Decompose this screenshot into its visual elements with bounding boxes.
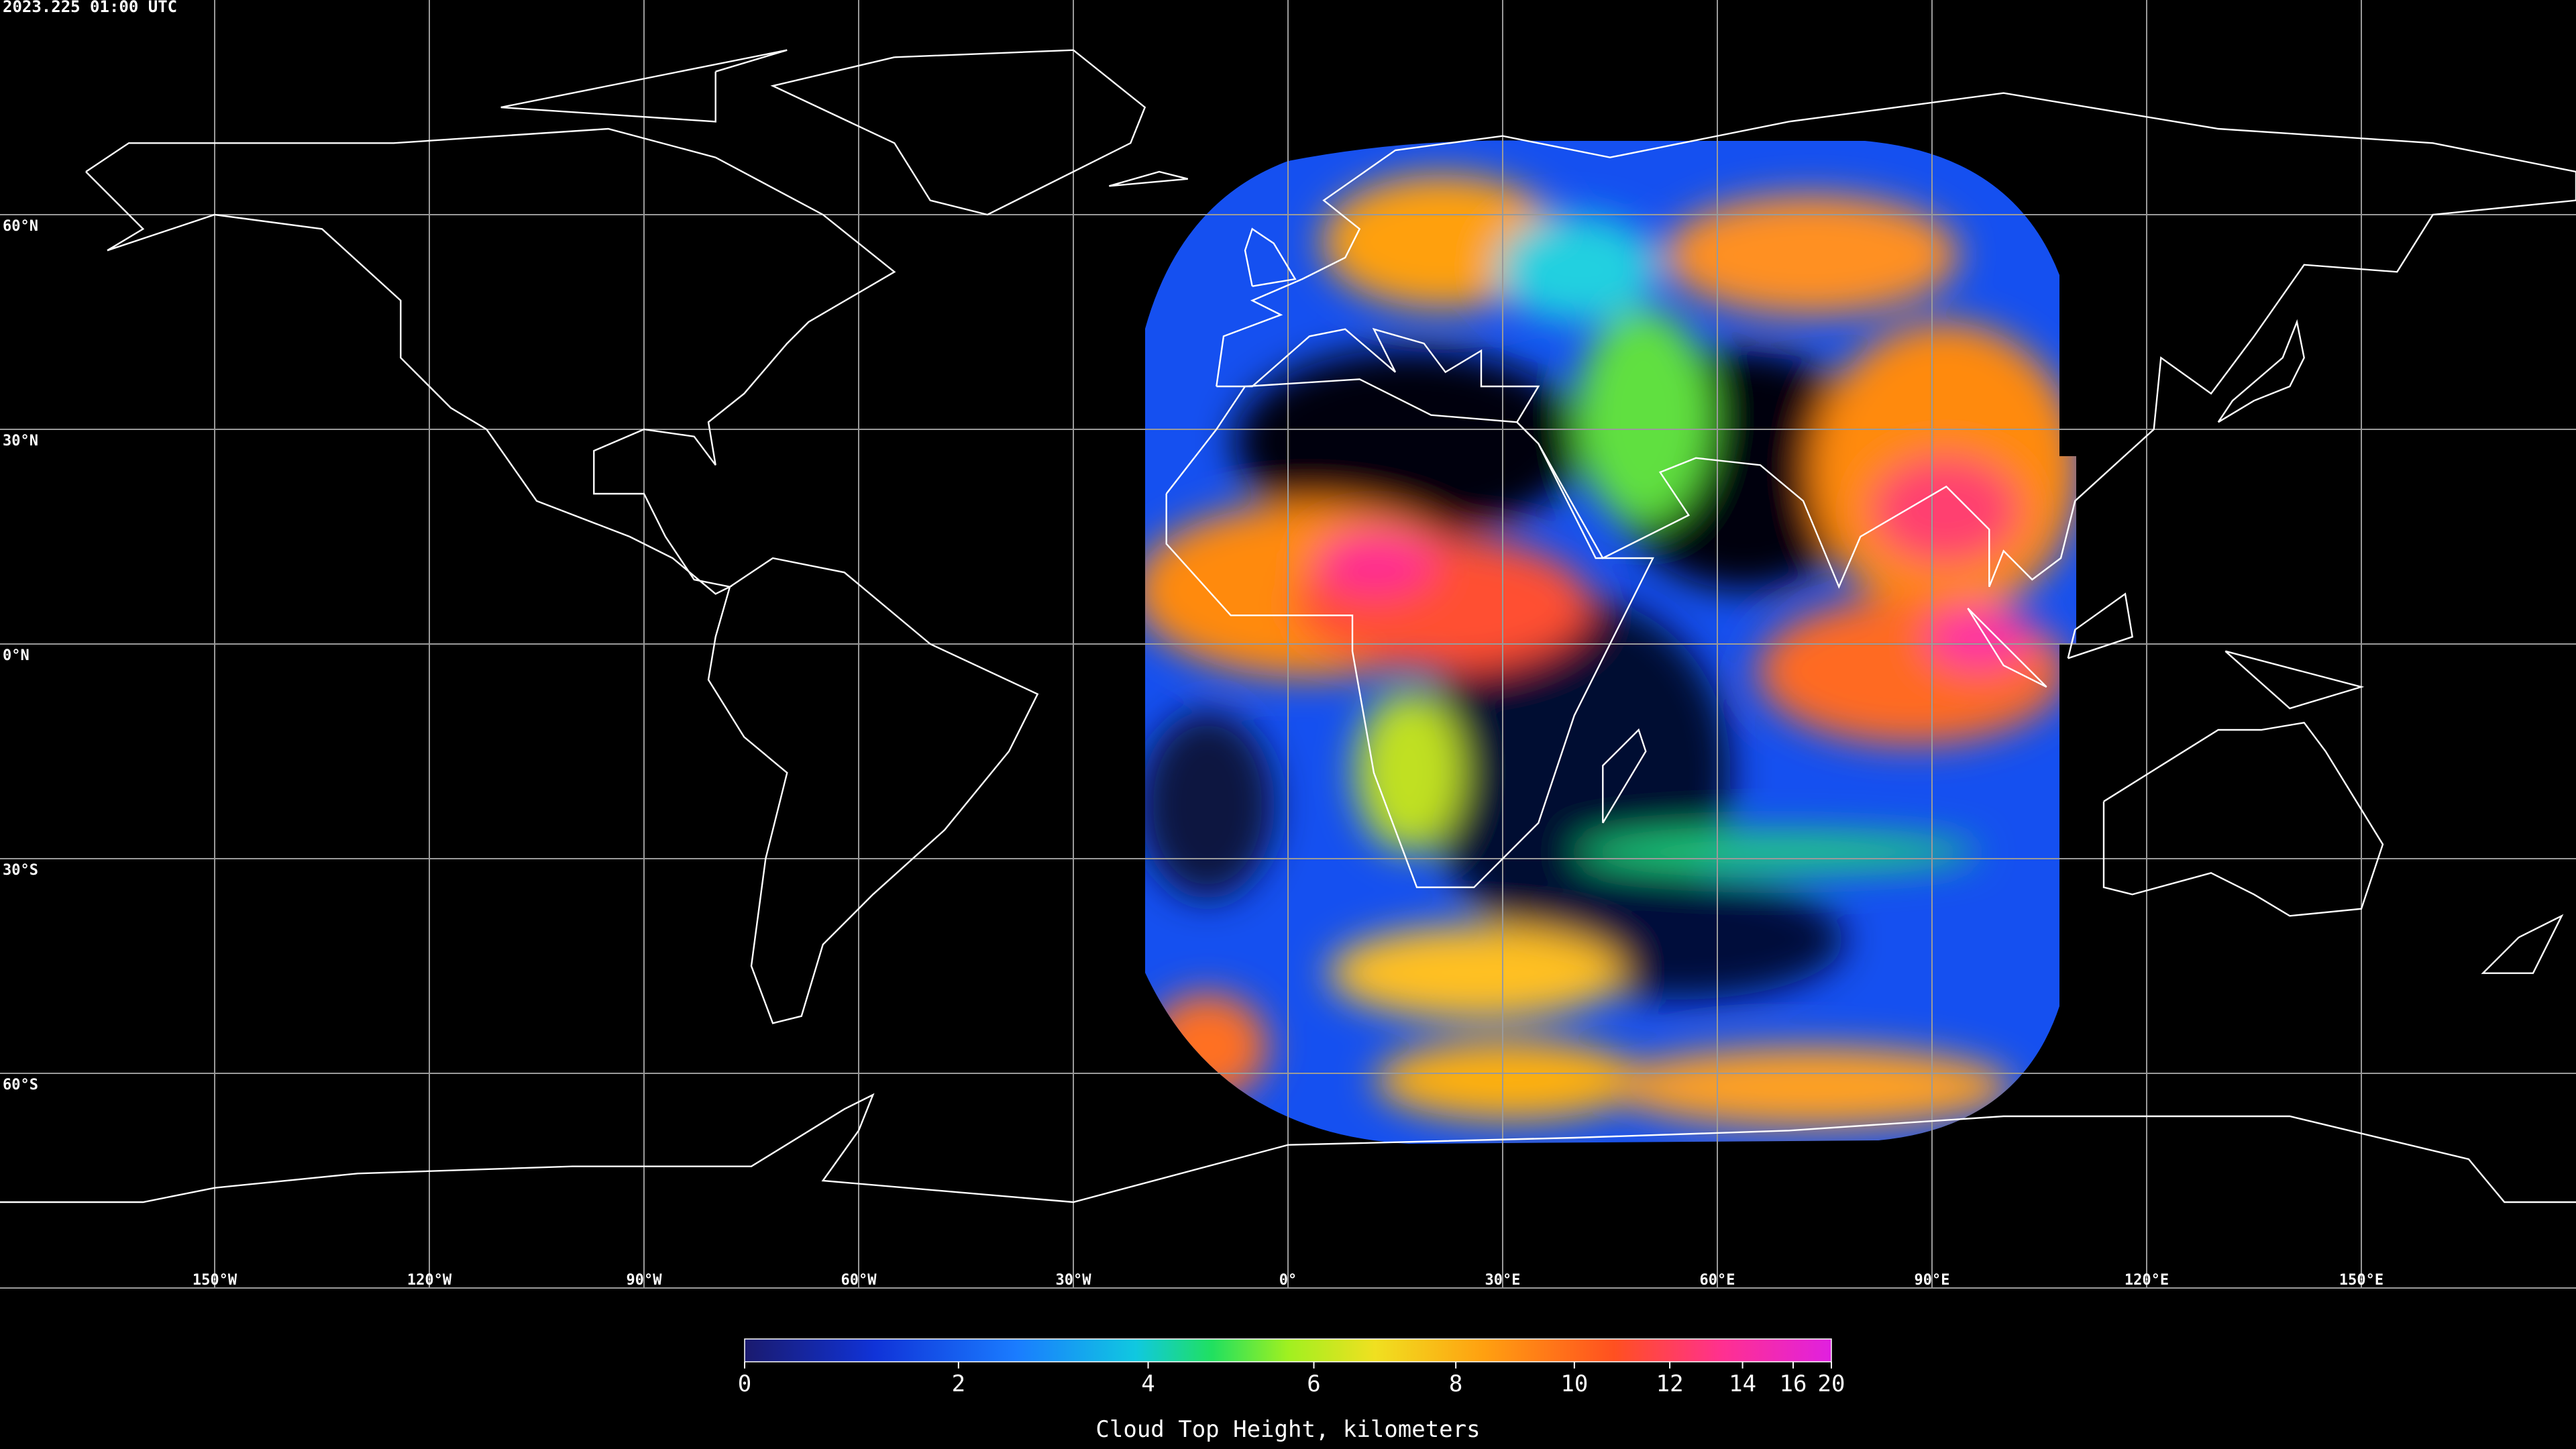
longitude-label: 150°W [193, 1272, 237, 1289]
coastline [0, 1093, 2576, 1203]
coastline [2481, 914, 2564, 974]
longitude-label: 120°W [407, 1272, 452, 1289]
longitude-label: 0° [1279, 1272, 1297, 1289]
colorbar-tick-label: 0 [738, 1371, 751, 1397]
colorbar-axis: 0 2 4 6 8 10 12 14 16 20 [738, 1362, 1845, 1397]
colorbar-tick-label: 10 [1560, 1371, 1588, 1397]
longitude-label: 30°W [1056, 1272, 1092, 1289]
coastline [707, 557, 1039, 1024]
coastline [2067, 592, 2134, 659]
coastline [1216, 92, 2576, 589]
colorbar-tick-label: 20 [1818, 1371, 1845, 1397]
longitude-label: 150°E [2339, 1272, 2383, 1289]
longitude-label: 60°W [841, 1272, 877, 1289]
coastline [2217, 319, 2305, 423]
longitude-label: 60°E [1700, 1272, 1735, 1289]
colorbar-tick-label: 2 [952, 1371, 965, 1397]
latitude-label: 30°S [3, 862, 38, 879]
colorbar-tick-label: 8 [1449, 1371, 1462, 1397]
colorbar-label: Cloud Top Height, kilometers [1095, 1416, 1480, 1443]
colorbar [744, 1338, 1832, 1362]
colorbar-tick-label: 6 [1307, 1371, 1320, 1397]
longitude-label: 90°E [1915, 1272, 1950, 1289]
coastline [1108, 170, 1188, 187]
coastline [500, 49, 788, 123]
coastline [85, 127, 896, 595]
coastline [2102, 721, 2384, 917]
latitude-label: 60°S [3, 1077, 38, 1093]
longitude-label: 30°E [1485, 1272, 1521, 1289]
coastlines [0, 49, 2576, 1203]
colorbar-tick-label: 4 [1141, 1371, 1155, 1397]
colorbar-tick-label: 12 [1656, 1371, 1684, 1397]
latitude-label: 60°N [3, 218, 38, 235]
graticule: 60°N 30°N 0°N 30°S 60°S 150°W 120°W 90°W 60°W 30°… [0, 0, 2576, 1289]
coastline [1244, 227, 1297, 287]
colorbar-tick-label: 16 [1780, 1371, 1807, 1397]
colorbar-tick-label: 14 [1729, 1371, 1756, 1397]
coastline [2224, 650, 2365, 710]
latitude-label: 30°N [3, 433, 38, 449]
coastline [770, 49, 1146, 216]
timestamp: 2023.225 01:00 UTC [3, 0, 177, 16]
coastline [1967, 607, 2047, 688]
coastline [1165, 378, 1654, 888]
coastline [1602, 728, 1647, 824]
longitude-label: 120°E [2125, 1272, 2169, 1289]
longitude-label: 90°W [627, 1272, 663, 1289]
latitude-label: 0°N [3, 647, 30, 664]
